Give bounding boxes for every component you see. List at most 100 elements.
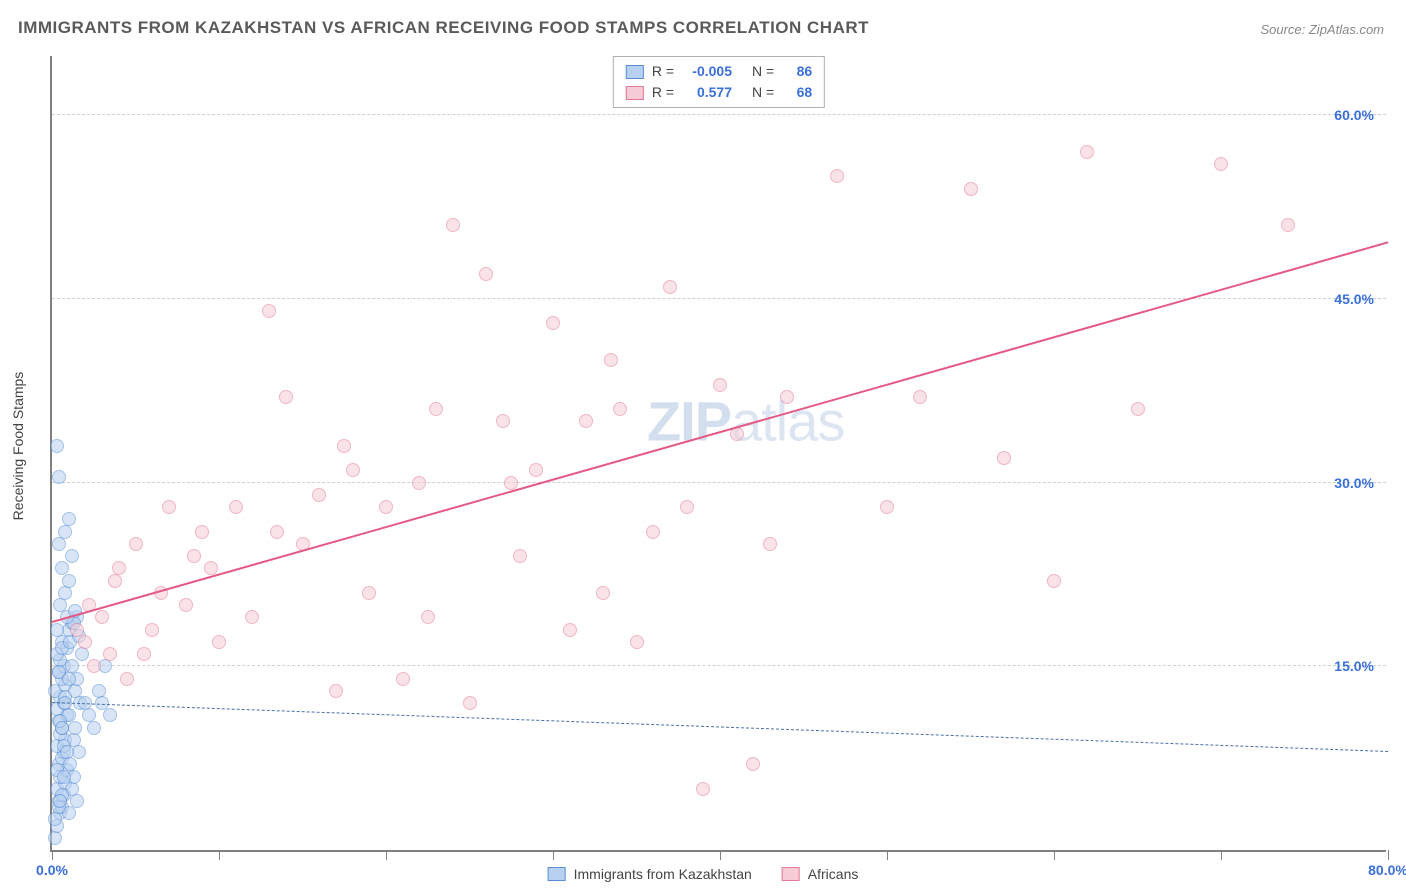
legend-row: R =-0.005N =86 <box>626 61 812 82</box>
data-point <box>62 574 76 588</box>
data-point <box>529 463 543 477</box>
data-point <box>55 721 69 735</box>
data-point <box>53 794 67 808</box>
data-point <box>62 672 76 686</box>
data-point <box>563 623 577 637</box>
data-point <box>964 182 978 196</box>
gridline <box>52 114 1386 115</box>
data-point <box>145 623 159 637</box>
data-point <box>496 414 510 428</box>
data-point <box>179 598 193 612</box>
data-point <box>504 476 518 490</box>
n-label: N = <box>752 61 774 82</box>
data-point <box>780 390 794 404</box>
data-point <box>613 402 627 416</box>
x-tick <box>1388 850 1389 860</box>
data-point <box>312 488 326 502</box>
data-point <box>429 402 443 416</box>
data-point <box>57 770 71 784</box>
data-point <box>579 414 593 428</box>
data-point <box>60 745 74 759</box>
data-point <box>52 470 66 484</box>
data-point <box>646 525 660 539</box>
r-label: R = <box>652 82 674 103</box>
data-point <box>70 794 84 808</box>
trendline <box>52 702 1388 752</box>
data-point <box>78 635 92 649</box>
data-point <box>830 169 844 183</box>
data-point <box>1047 574 1061 588</box>
r-value: 0.577 <box>682 82 732 103</box>
gridline <box>52 665 1386 666</box>
trendline <box>52 242 1389 624</box>
data-point <box>513 549 527 563</box>
watermark-bold: ZIP <box>647 390 731 453</box>
data-point <box>1214 157 1228 171</box>
data-point <box>95 610 109 624</box>
legend-label: Africans <box>808 866 859 882</box>
legend-swatch <box>626 65 644 79</box>
data-point <box>270 525 284 539</box>
y-tick-label: 15.0% <box>1334 658 1374 674</box>
data-point <box>279 390 293 404</box>
data-point <box>1131 402 1145 416</box>
x-tick <box>720 850 721 860</box>
data-point <box>663 280 677 294</box>
legend-item: Immigrants from Kazakhstan <box>548 866 752 882</box>
y-tick-label: 30.0% <box>1334 475 1374 491</box>
data-point <box>680 500 694 514</box>
data-point <box>412 476 426 490</box>
x-tick <box>553 850 554 860</box>
data-point <box>696 782 710 796</box>
data-point <box>913 390 927 404</box>
data-point <box>55 561 69 575</box>
data-point <box>129 537 143 551</box>
data-point <box>763 537 777 551</box>
data-point <box>229 500 243 514</box>
data-point <box>137 647 151 661</box>
data-point <box>596 586 610 600</box>
data-point <box>379 500 393 514</box>
plot-area: ZIPatlas R =-0.005N =86R =0.577N =68 15.… <box>50 56 1386 852</box>
data-point <box>880 500 894 514</box>
data-point <box>58 586 72 600</box>
data-point <box>103 708 117 722</box>
data-point <box>1080 145 1094 159</box>
data-point <box>187 549 201 563</box>
data-point <box>162 500 176 514</box>
data-point <box>396 672 410 686</box>
data-point <box>50 439 64 453</box>
n-value: 68 <box>782 82 812 103</box>
source-label: Source: ZipAtlas.com <box>1260 22 1384 37</box>
data-point <box>746 757 760 771</box>
data-point <box>446 218 460 232</box>
x-tick <box>52 850 53 860</box>
data-point <box>630 635 644 649</box>
data-point <box>997 451 1011 465</box>
data-point <box>463 696 477 710</box>
data-point <box>65 549 79 563</box>
n-value: 86 <box>782 61 812 82</box>
data-point <box>195 525 209 539</box>
data-point <box>70 623 84 637</box>
x-tick <box>219 850 220 860</box>
data-point <box>604 353 618 367</box>
data-point <box>346 463 360 477</box>
data-point <box>421 610 435 624</box>
data-point <box>52 537 66 551</box>
r-value: -0.005 <box>682 61 732 82</box>
data-point <box>87 721 101 735</box>
data-point <box>75 647 89 661</box>
data-point <box>1281 218 1295 232</box>
x-tick <box>386 850 387 860</box>
data-point <box>58 525 72 539</box>
legend-swatch <box>782 867 800 881</box>
gridline <box>52 482 1386 483</box>
data-point <box>108 574 122 588</box>
data-point <box>245 610 259 624</box>
data-point <box>329 684 343 698</box>
legend-row: R =0.577N =68 <box>626 82 812 103</box>
data-point <box>48 831 62 845</box>
y-tick-label: 60.0% <box>1334 107 1374 123</box>
data-point <box>212 635 226 649</box>
